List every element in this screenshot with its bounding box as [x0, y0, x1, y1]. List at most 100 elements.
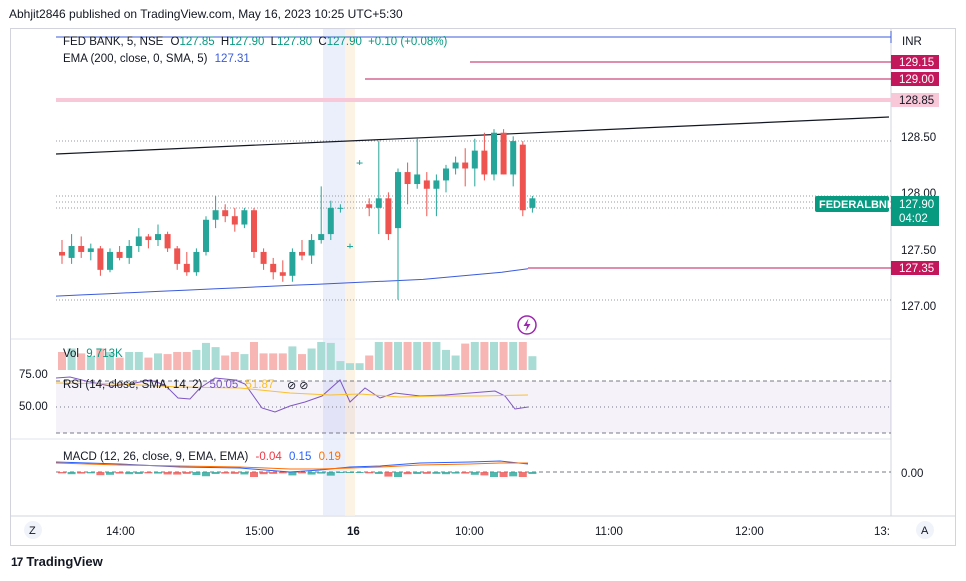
volume-bar — [202, 342, 210, 370]
volume-bar — [240, 354, 249, 370]
publish-info: Abhjit2846 published on TradingView.com,… — [9, 7, 403, 21]
candle-body — [183, 263, 190, 273]
macd-hist-bar — [355, 472, 364, 473]
candle-body — [510, 141, 517, 175]
macd-hist-bar — [326, 472, 335, 476]
macd-hist-bar — [365, 472, 374, 474]
macd-hist-bar — [470, 472, 479, 475]
macd-hist-bar — [288, 472, 297, 476]
candle-body — [260, 251, 267, 264]
macd-hist-bar — [211, 472, 220, 474]
time-tick: 14:00 — [106, 526, 135, 538]
candle-body — [414, 174, 421, 184]
volume-bar — [96, 348, 105, 370]
volume-bar — [106, 352, 114, 370]
volume-bars — [58, 342, 537, 370]
macd-hist-bar — [384, 472, 393, 477]
macd-hist-bar — [134, 472, 143, 474]
volume-bar — [125, 352, 134, 370]
candle-body — [155, 234, 161, 241]
level-band-128-85 — [56, 98, 891, 102]
price-tick: 127.00 — [901, 301, 936, 313]
zoom-button[interactable] — [24, 521, 42, 539]
candle-body — [452, 162, 459, 169]
time-tick: 15:00 — [245, 526, 274, 538]
candle-body — [433, 180, 440, 189]
last-price-tag — [891, 196, 939, 226]
macd-hist-bar — [480, 472, 489, 476]
candle-body — [318, 234, 325, 241]
volume-bar — [192, 349, 201, 370]
candle-body — [97, 248, 104, 270]
price-tick: 127.50 — [901, 245, 936, 257]
macd-hist-bar — [202, 472, 210, 477]
volume-bar — [154, 353, 162, 370]
time-tick: 13: — [874, 526, 890, 538]
volume-bar — [221, 355, 230, 370]
macd-hist-bar — [317, 472, 326, 474]
volume-bar — [470, 342, 479, 370]
macd-hist-bar — [230, 472, 239, 474]
volume-bar — [144, 357, 153, 370]
auto-scale-button[interactable] — [916, 521, 934, 539]
candle-body — [212, 210, 219, 220]
candle-body — [222, 210, 229, 217]
macd-hist-bar — [422, 472, 431, 474]
candle-body — [491, 132, 497, 175]
candle-body — [500, 132, 507, 175]
macd-hist-bar — [182, 472, 191, 474]
volume-bar — [451, 355, 460, 370]
volume-bar — [326, 342, 335, 370]
candle-body — [251, 210, 257, 252]
legend-line: FED BANK, 5, NSE O127.85 H127.90 L127.80… — [63, 36, 448, 48]
tradingview-logo-icon: 17 — [11, 554, 23, 569]
zoom-button-label: Z — [29, 525, 36, 537]
volume-bar — [346, 363, 354, 370]
macd-hist-bar — [192, 472, 201, 476]
volume-bar — [317, 342, 326, 370]
candle-body — [327, 207, 334, 235]
volume-bar — [77, 353, 86, 370]
rsi-ma-line — [55, 382, 529, 398]
macd-hist-bar — [240, 472, 249, 475]
volume-bar — [365, 355, 374, 370]
candle-body — [231, 216, 238, 225]
candle-body — [423, 180, 430, 189]
candle-body — [529, 198, 536, 208]
chart-frame — [10, 28, 956, 546]
candle-body — [78, 246, 85, 252]
macd-hist-bar — [173, 472, 182, 475]
macd-hist-bar — [96, 472, 105, 476]
volume-bar — [509, 342, 518, 370]
candle-body — [347, 246, 353, 247]
volume-bar — [259, 353, 268, 370]
candle-body — [203, 219, 209, 252]
volume-bar — [182, 352, 191, 370]
volume-bar — [230, 352, 239, 370]
macd-hist-bar — [259, 472, 268, 475]
trend-line[interactable] — [55, 116, 890, 155]
price-tag-127-35 — [891, 261, 939, 275]
volume-bar — [432, 342, 441, 370]
macd-histogram — [58, 472, 537, 477]
volume-bar — [355, 363, 364, 370]
volume-bar — [480, 342, 489, 370]
macd-tick: 0.00 — [901, 468, 923, 480]
volume-bar — [384, 342, 393, 370]
candle-body — [462, 162, 469, 169]
candle-body — [241, 210, 248, 225]
macd-hist-bar — [250, 472, 258, 477]
volume-bar — [336, 361, 345, 370]
volume-bar — [115, 357, 124, 370]
candle-body — [164, 234, 171, 249]
macd-hist-bar — [298, 472, 306, 474]
candle-body — [404, 172, 411, 184]
candle-body — [366, 204, 373, 208]
symbol-tag-text: FEDERALBNK — [819, 199, 895, 211]
macd-hist-bar — [394, 472, 402, 477]
time-tick: 16 — [347, 526, 360, 538]
volume-bar — [58, 352, 66, 370]
candle-body — [443, 168, 449, 181]
rsi-line — [55, 376, 529, 413]
